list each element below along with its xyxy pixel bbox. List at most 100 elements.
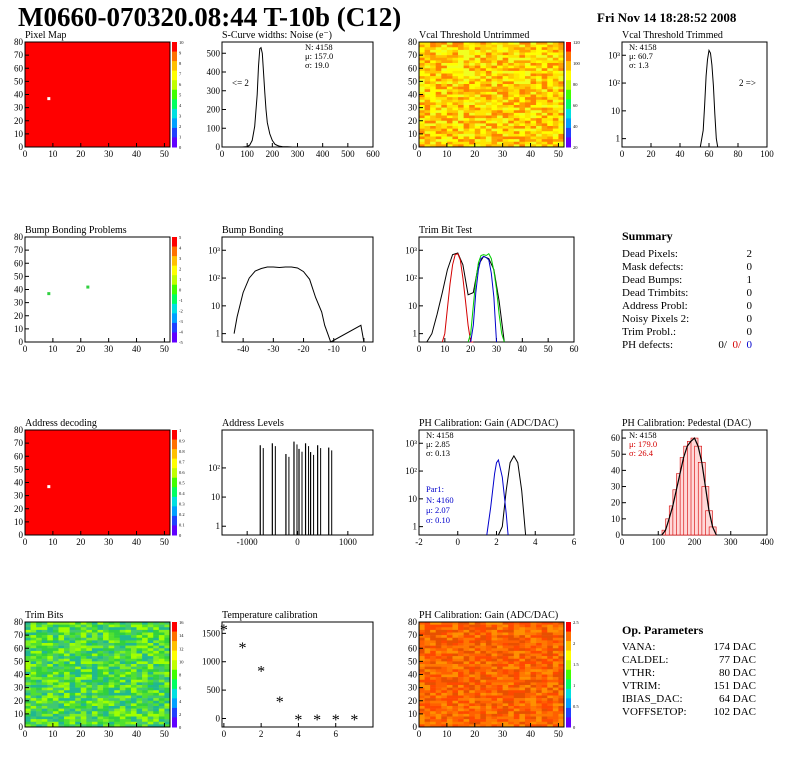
heatmap-cell bbox=[47, 622, 54, 625]
heatmap-cell bbox=[75, 682, 82, 686]
heatmap-cell bbox=[108, 692, 115, 696]
heatmap-cell bbox=[513, 118, 520, 122]
heatmap-cell bbox=[119, 721, 126, 725]
heatmap-cell bbox=[142, 622, 148, 625]
heatmap-cell bbox=[142, 645, 148, 649]
heatmap-cell bbox=[552, 698, 559, 702]
heatmap-cell bbox=[474, 687, 481, 691]
heatmap-cell bbox=[30, 719, 37, 723]
heatmap-cell bbox=[108, 706, 115, 709]
heatmap-cell bbox=[452, 721, 459, 725]
heatmap-cell bbox=[485, 47, 492, 51]
heatmap-cell bbox=[485, 671, 492, 675]
y-tick-label: 40 bbox=[611, 465, 621, 475]
heatmap-cell bbox=[552, 650, 559, 654]
palette-cell bbox=[566, 660, 571, 671]
heatmap-cell bbox=[491, 653, 498, 657]
heatmap-cell bbox=[524, 677, 531, 681]
heatmap-cell bbox=[530, 650, 537, 654]
heatmap-cell bbox=[458, 708, 464, 712]
heatmap-cell bbox=[497, 136, 503, 140]
heatmap-cell bbox=[541, 123, 548, 127]
heatmap-cell bbox=[64, 666, 70, 670]
heatmap-cell bbox=[547, 632, 554, 636]
heatmap-cell bbox=[458, 664, 464, 667]
heatmap-cell bbox=[36, 674, 43, 678]
heatmap-cell bbox=[441, 708, 448, 712]
heatmap-cell bbox=[142, 632, 148, 636]
heatmap-cell bbox=[47, 669, 54, 673]
x-tick-label: 200 bbox=[688, 537, 702, 547]
heatmap-cell bbox=[58, 724, 65, 728]
heatmap-cell bbox=[142, 637, 148, 641]
heatmap-cell bbox=[441, 70, 448, 74]
heatmap-cell bbox=[558, 97, 565, 101]
heatmap-cell bbox=[497, 706, 503, 709]
heatmap-cell bbox=[136, 664, 143, 667]
heatmap-cell bbox=[458, 141, 464, 145]
x-tick-label: 10 bbox=[48, 149, 58, 159]
heatmap-cell bbox=[469, 81, 476, 85]
heatmap-cell bbox=[497, 629, 503, 633]
heatmap-cell bbox=[64, 682, 70, 686]
heatmap-cell bbox=[480, 669, 487, 673]
heatmap-cell bbox=[558, 637, 565, 641]
heatmap-cell bbox=[80, 700, 87, 704]
heatmap-cell bbox=[508, 645, 515, 649]
heatmap-cell bbox=[541, 698, 548, 702]
heatmap-cell bbox=[497, 128, 503, 132]
heatmap-cell bbox=[452, 47, 459, 51]
heatmap-cell bbox=[491, 60, 498, 64]
heatmap-cell bbox=[435, 664, 442, 667]
heatmap-cell bbox=[547, 99, 554, 103]
heatmap-cell bbox=[130, 648, 137, 652]
heatmap-cell bbox=[30, 695, 37, 699]
heatmap-cell bbox=[491, 669, 498, 673]
heatmap-cell bbox=[513, 131, 520, 135]
heatmap-cell bbox=[558, 112, 565, 116]
x-tick-label: 80 bbox=[734, 149, 744, 159]
heatmap-cell bbox=[164, 713, 171, 717]
heatmap-cell bbox=[452, 123, 459, 127]
heatmap-cell bbox=[47, 690, 54, 694]
heatmap-cell bbox=[158, 635, 165, 639]
heatmap-cell bbox=[147, 671, 154, 675]
heatmap-cell bbox=[474, 49, 481, 53]
x-tick-label: 10 bbox=[48, 344, 58, 354]
heatmap-cell bbox=[25, 658, 31, 662]
heatmap-cell bbox=[508, 682, 515, 686]
heatmap-cell bbox=[446, 133, 453, 137]
heatmap-cell bbox=[547, 664, 554, 667]
heatmap-cell bbox=[419, 73, 425, 77]
heatmap-cell bbox=[142, 685, 148, 688]
heatmap-cell bbox=[47, 700, 54, 704]
heatmap-cell bbox=[446, 692, 453, 696]
heatmap-cell bbox=[530, 679, 537, 683]
heatmap-cell bbox=[480, 49, 487, 53]
x-tick-label: -10 bbox=[328, 344, 340, 354]
heatmap-cell bbox=[463, 139, 470, 143]
heatmap-cell bbox=[86, 650, 93, 654]
heatmap-cell bbox=[424, 42, 431, 45]
heatmap-cell bbox=[424, 94, 431, 98]
heatmap-cell bbox=[524, 640, 531, 644]
heatmap-cell bbox=[536, 713, 542, 717]
heatmap-cell bbox=[530, 55, 537, 59]
y-tick-label: 10 bbox=[408, 301, 418, 311]
heatmap-cell bbox=[36, 708, 43, 712]
heatmap-cell bbox=[547, 648, 554, 652]
op-row: VANA: 174 DAC bbox=[622, 641, 756, 653]
x-tick-label: 300 bbox=[724, 537, 738, 547]
heatmap-cell bbox=[75, 648, 82, 652]
heatmap-cell bbox=[513, 120, 520, 124]
heatmap-cell bbox=[52, 713, 59, 717]
heatmap-cell bbox=[114, 640, 121, 644]
heatmap-cell bbox=[452, 635, 459, 639]
heatmap-cell bbox=[424, 118, 431, 122]
heatmap-cell bbox=[136, 640, 143, 644]
heatmap-cell bbox=[458, 690, 464, 694]
heatmap-cell bbox=[497, 666, 503, 670]
chart-address_decoding: Address decoding10.90.80.70.60.50.40.30.… bbox=[14, 418, 185, 547]
heatmap-cell bbox=[474, 713, 481, 717]
heatmap-cell bbox=[69, 656, 76, 660]
